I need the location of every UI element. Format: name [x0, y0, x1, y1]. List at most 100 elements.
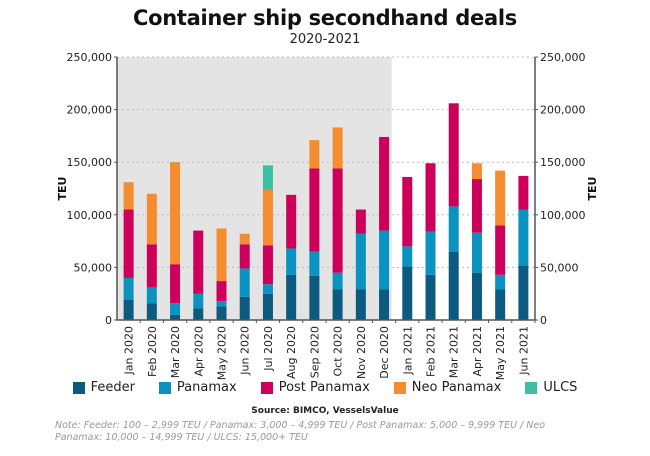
x-tick-label: Feb 2021 [425, 326, 438, 377]
bar-segment-panamax [146, 287, 157, 304]
y-tick-label-right: 50,000 [540, 261, 579, 274]
bar-segment-post-panamax [170, 264, 181, 304]
bar-segment-post-panamax [379, 136, 390, 231]
bar-segment-panamax [495, 274, 506, 290]
bar-segment-post-panamax [402, 176, 413, 247]
y-tick-label-left: 50,000 [74, 261, 113, 274]
note-text: Note: Feeder: 100 – 2,999 TEU / Panamax:… [55, 420, 546, 443]
bar-segment-neo-panamax [216, 228, 227, 282]
legend-item-neo-panamax: Neo Panamax [393, 380, 502, 395]
bar-segment-panamax [286, 248, 297, 275]
bar-segment-panamax [332, 272, 343, 290]
bar-segment-feeder [355, 289, 366, 320]
bar-segment-neo-panamax [262, 189, 273, 246]
bar-segment-panamax [309, 251, 320, 276]
bar-segment-feeder [379, 289, 390, 320]
x-tick-label: Aug 2020 [285, 326, 298, 379]
x-tick-label: Oct 2020 [332, 326, 345, 377]
chart-area: 0 0 50,000 50,000 100,000 100,000 150,000 150,0… [56, 51, 599, 380]
x-tick-label: Feb 2020 [146, 326, 159, 377]
bar-segment-neo-panamax [239, 233, 250, 245]
bar-segment-panamax [379, 230, 390, 290]
y-tick-label-right: 100,000 [540, 209, 586, 222]
bar-segment-post-panamax [425, 163, 436, 232]
bar-segment-feeder [471, 272, 482, 320]
shaded-region-2020 [117, 57, 392, 320]
x-tick-label: May 2021 [494, 326, 507, 380]
legend: Feeder Panamax Post Panamax Neo Panamax … [0, 380, 650, 395]
bar-segment-panamax [239, 268, 250, 297]
bar-segment-neo-panamax [309, 140, 320, 169]
x-tick-label: Jun 2020 [239, 326, 252, 376]
x-tick-label: Jan 2021 [401, 326, 414, 375]
bar-segment-neo-panamax [471, 163, 482, 180]
y-tick-label-left: 150,000 [67, 156, 113, 169]
legend-item-feeder: Feeder [72, 380, 135, 395]
bar-segment-feeder [518, 265, 529, 320]
legend-label-neo-panamax: Neo Panamax [411, 380, 502, 395]
x-tick-label: Jul 2020 [262, 326, 275, 372]
bar-segment-post-panamax [495, 225, 506, 275]
bar-segment-feeder [425, 274, 436, 320]
bar-segment-post-panamax [193, 230, 204, 294]
bar-segment-panamax [216, 301, 227, 307]
bar-segment-post-panamax [355, 209, 366, 234]
source-text: Source: BIMCO, VesselsValue [251, 406, 399, 416]
bar-segment-neo-panamax [495, 170, 506, 226]
bar-segment-feeder [332, 289, 343, 320]
y-axis-title-right: TEU [586, 177, 599, 201]
y-tick-label-left: 0 [105, 314, 112, 327]
x-tick-label: Dec 2020 [378, 326, 391, 379]
bar-segment-feeder [402, 266, 413, 320]
bar-segment-panamax [262, 284, 273, 294]
bar-segment-feeder [448, 251, 459, 320]
x-tick-label: Sep 2020 [308, 326, 321, 378]
bar-segment-post-panamax [216, 281, 227, 302]
chart-title: Container ship secondhand deals [133, 6, 517, 30]
legend-swatch-panamax [158, 381, 171, 394]
bar-segment-neo-panamax [123, 182, 134, 210]
bar-segment-feeder [495, 289, 506, 320]
bar-segment-post-panamax [471, 179, 482, 233]
y-tick-label-left: 100,000 [67, 209, 113, 222]
bar-segment-panamax [193, 293, 204, 309]
bar-segment-post-panamax [262, 245, 273, 285]
bar-segment-feeder [262, 293, 273, 320]
x-tick-label: Nov 2020 [355, 326, 368, 379]
bar-segment-feeder [286, 274, 297, 320]
y-tick-label-left: 200,000 [67, 104, 113, 117]
x-tick-label: Apr 2020 [192, 326, 205, 377]
bar-segment-panamax [123, 277, 134, 301]
bar-segment-panamax [402, 246, 413, 267]
bar-segment-post-panamax [286, 194, 297, 249]
bar-segment-post-panamax [518, 175, 529, 210]
bar-segment-neo-panamax [146, 193, 157, 245]
legend-swatch-post-panamax [260, 381, 273, 394]
legend-swatch-ulcs [525, 381, 538, 394]
bar-segment-ulcs [262, 165, 273, 190]
bar-segment-feeder [193, 308, 204, 320]
bar-segment-panamax [471, 232, 482, 273]
x-tick-label: Jun 2021 [517, 326, 530, 376]
bar-segment-post-panamax [239, 244, 250, 269]
x-tick-label: Jan 2020 [123, 326, 136, 375]
bar-segment-panamax [425, 231, 436, 275]
legend-label-panamax: Panamax [176, 380, 237, 395]
bar-segment-panamax [170, 303, 181, 315]
y-tick-label-right: 250,000 [540, 51, 586, 64]
legend-swatch-feeder [72, 381, 85, 394]
legend-label-ulcs: ULCS [543, 380, 578, 395]
bar-segment-post-panamax [123, 209, 134, 278]
x-tick-label: Mar 2020 [169, 326, 182, 378]
y-tick-label-right: 150,000 [540, 156, 586, 169]
x-tick-label: Mar 2021 [448, 326, 461, 378]
bar-segment-post-panamax [146, 244, 157, 288]
y-tick-label-left: 250,000 [67, 51, 113, 64]
bar-segment-panamax [355, 233, 366, 290]
bar-segment-panamax [518, 209, 529, 266]
bar-segment-post-panamax [309, 168, 320, 252]
bar-segment-post-panamax [448, 103, 459, 207]
bar-segment-post-panamax [332, 168, 343, 273]
bar-segment-feeder [146, 303, 157, 320]
legend-item-post-panamax: Post Panamax [260, 380, 370, 395]
